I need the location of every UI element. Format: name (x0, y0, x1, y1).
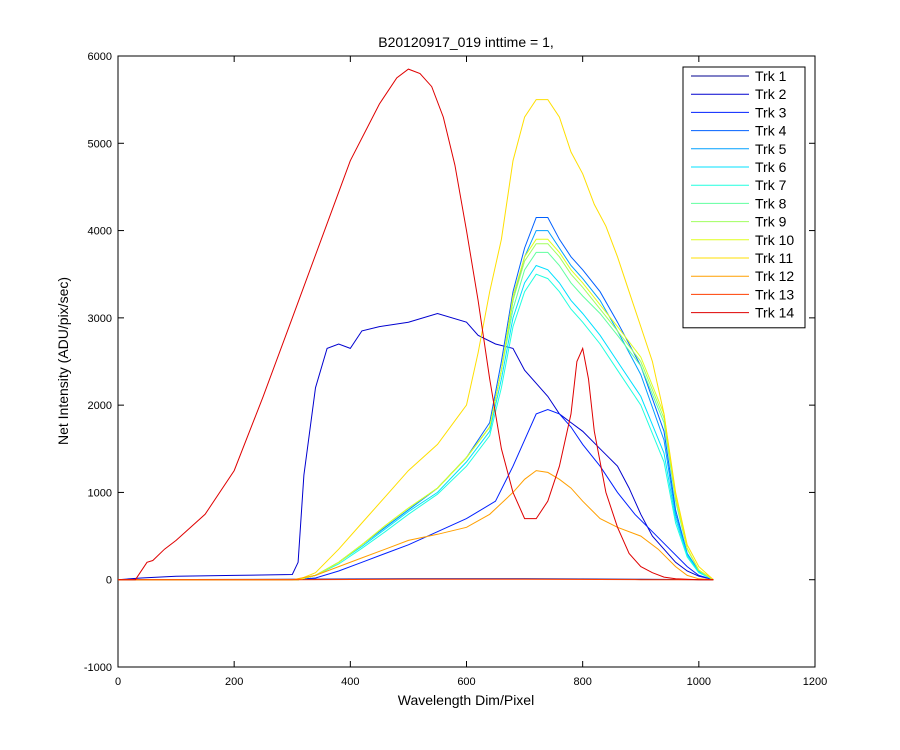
y-axis-ticks: -1000 0 1000 2000 3000 4000 5000 6000 (84, 51, 815, 674)
y-tick-label: 5000 (88, 138, 112, 150)
legend-label: Trk 5 (755, 141, 787, 157)
x-tick-label: 600 (457, 676, 475, 688)
legend-label: Trk 2 (755, 86, 787, 102)
legend: Trk 1 Trk 2 Trk 3 Trk 4 Trk 5 Trk 6 Trk 7 Trk 8… (682, 66, 806, 329)
x-axis-ticks: 0 200 400 600 800 1000 1200 (115, 56, 827, 688)
legend-label: Trk 14 (755, 305, 794, 321)
legend-label: Trk 4 (755, 123, 787, 139)
series-line-trk-10 (118, 238, 714, 581)
legend-label: Trk 11 (755, 250, 793, 266)
legend-box (682, 66, 806, 329)
y-tick-label: -1000 (84, 662, 112, 674)
series-line-trk-12 (118, 470, 714, 581)
x-tick-label: 400 (341, 676, 359, 688)
legend-label: Trk 12 (755, 268, 794, 284)
y-tick-label: 4000 (88, 226, 112, 238)
y-tick-label: 0 (106, 575, 112, 587)
series-line-trk-6 (118, 264, 714, 581)
x-tick-label: 200 (225, 676, 243, 688)
y-tick-label: 6000 (88, 51, 112, 63)
y-tick-label: 3000 (88, 313, 112, 325)
series-line-trk-2 (117, 312, 714, 581)
x-tick-label: 1000 (687, 676, 711, 688)
chart-title: B20120917_019 inttime = 1, (378, 34, 554, 50)
y-tick-label: 1000 (88, 487, 112, 499)
legend-label: Trk 3 (755, 104, 787, 120)
x-axis-label: Wavelength Dim/Pixel (398, 692, 534, 708)
x-tick-label: 800 (573, 676, 591, 688)
series-line-trk-3 (118, 408, 714, 581)
x-tick-label: 1200 (803, 676, 827, 688)
series-line-trk-11 (118, 99, 714, 581)
series-line-trk-7 (118, 273, 714, 581)
legend-label: Trk 6 (755, 159, 787, 175)
y-axis-label: Net Intensity (ADU/pix/sec) (55, 277, 71, 445)
legend-label: Trk 8 (755, 195, 787, 211)
legend-label: Trk 9 (755, 214, 787, 230)
x-tick-label: 0 (115, 676, 121, 688)
series-line-trk-14 (118, 68, 714, 581)
legend-label: Trk 1 (755, 68, 787, 84)
series-lines (117, 68, 714, 581)
legend-label: Trk 7 (755, 177, 787, 193)
y-tick-label: 2000 (88, 400, 112, 412)
legend-label: Trk 13 (755, 286, 794, 302)
legend-label: Trk 10 (755, 232, 794, 248)
